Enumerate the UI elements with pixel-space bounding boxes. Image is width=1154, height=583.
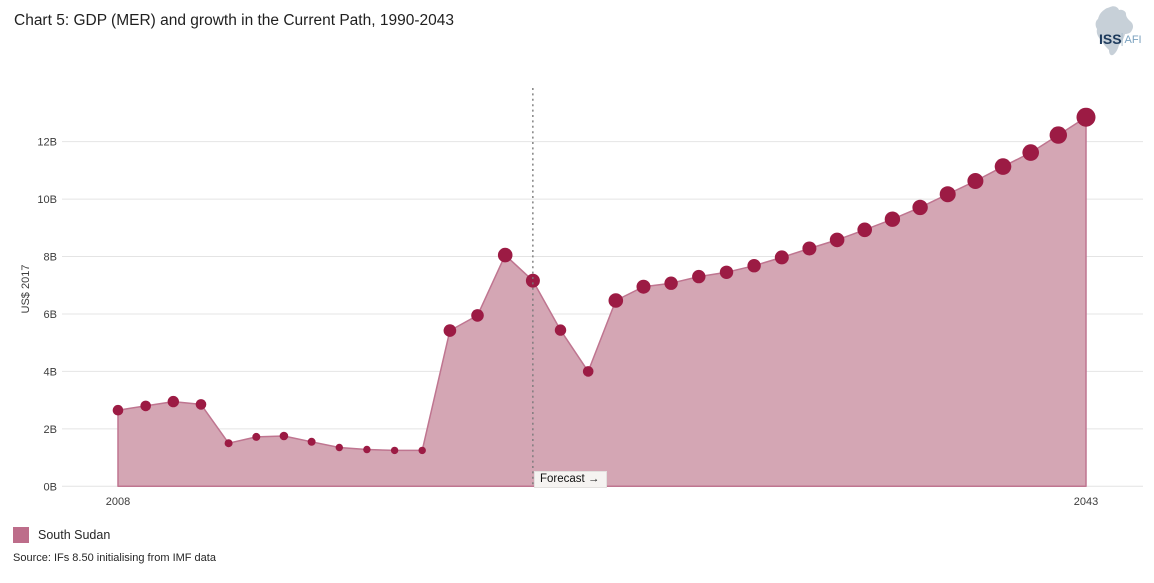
data-point[interactable] [774,250,789,265]
data-point[interactable] [608,293,624,308]
data-point[interactable] [252,432,261,441]
data-point[interactable] [664,276,678,290]
data-point[interactable] [636,279,651,294]
data-point[interactable] [335,443,343,452]
y-axis-tick-label: 2B [44,424,57,436]
legend-label: South Sudan [38,528,111,542]
data-point[interactable] [363,445,371,454]
data-point[interactable] [967,173,984,189]
data-point[interactable] [307,437,316,446]
data-point[interactable] [1022,144,1039,161]
logo-unit-text: AFI [1125,34,1142,46]
data-point[interactable] [167,395,179,408]
data-point[interactable] [939,186,956,203]
data-point[interactable] [747,259,761,273]
data-point[interactable] [443,324,457,337]
data-point[interactable] [912,199,928,216]
logo-divider [1121,33,1123,46]
data-point[interactable] [554,324,567,336]
data-point[interactable] [994,158,1012,175]
y-axis-tick-label: 12B [37,137,57,149]
data-point[interactable] [582,366,594,377]
data-point[interactable] [525,273,540,288]
data-point[interactable] [279,431,289,441]
y-axis-tick-label: 6B [44,309,57,321]
africa-map-icon [1095,6,1134,56]
data-point[interactable] [140,400,151,412]
data-point[interactable] [802,241,817,256]
data-point[interactable] [1076,107,1096,127]
y-axis-title: US$ 2017 [20,265,32,314]
logo-org-text: ISS [1099,31,1122,47]
forecast-label: Forecast → [534,471,608,488]
y-axis-tick-label: 8B [44,252,57,264]
y-axis-tick-label: 10B [37,194,57,206]
data-point[interactable] [829,232,845,248]
data-point[interactable] [692,269,706,284]
x-axis-tick-label: 2008 [106,496,130,508]
data-point[interactable] [1049,126,1068,144]
data-point[interactable] [390,446,399,455]
data-point[interactable] [471,309,484,322]
data-point[interactable] [418,446,426,455]
legend-swatch [13,527,29,543]
data-point[interactable] [884,211,901,227]
data-point[interactable] [112,404,124,416]
iss-afi-logo: ISS AFI [1095,6,1142,56]
data-point[interactable] [497,247,513,263]
y-axis-tick-label: 0B [44,481,57,493]
data-point[interactable] [224,439,233,448]
data-point[interactable] [857,222,872,238]
data-point[interactable] [719,265,734,279]
gdp-area [117,116,1087,488]
x-axis-tick-label: 2043 [1074,496,1098,508]
chart-title: Chart 5: GDP (MER) and growth in the Cur… [14,12,454,29]
source-note: Source: IFs 8.50 initialising from IMF d… [13,552,216,564]
data-point[interactable] [195,399,207,410]
chart-legend[interactable]: South Sudan [13,527,110,543]
y-axis-tick-label: 4B [44,366,57,378]
